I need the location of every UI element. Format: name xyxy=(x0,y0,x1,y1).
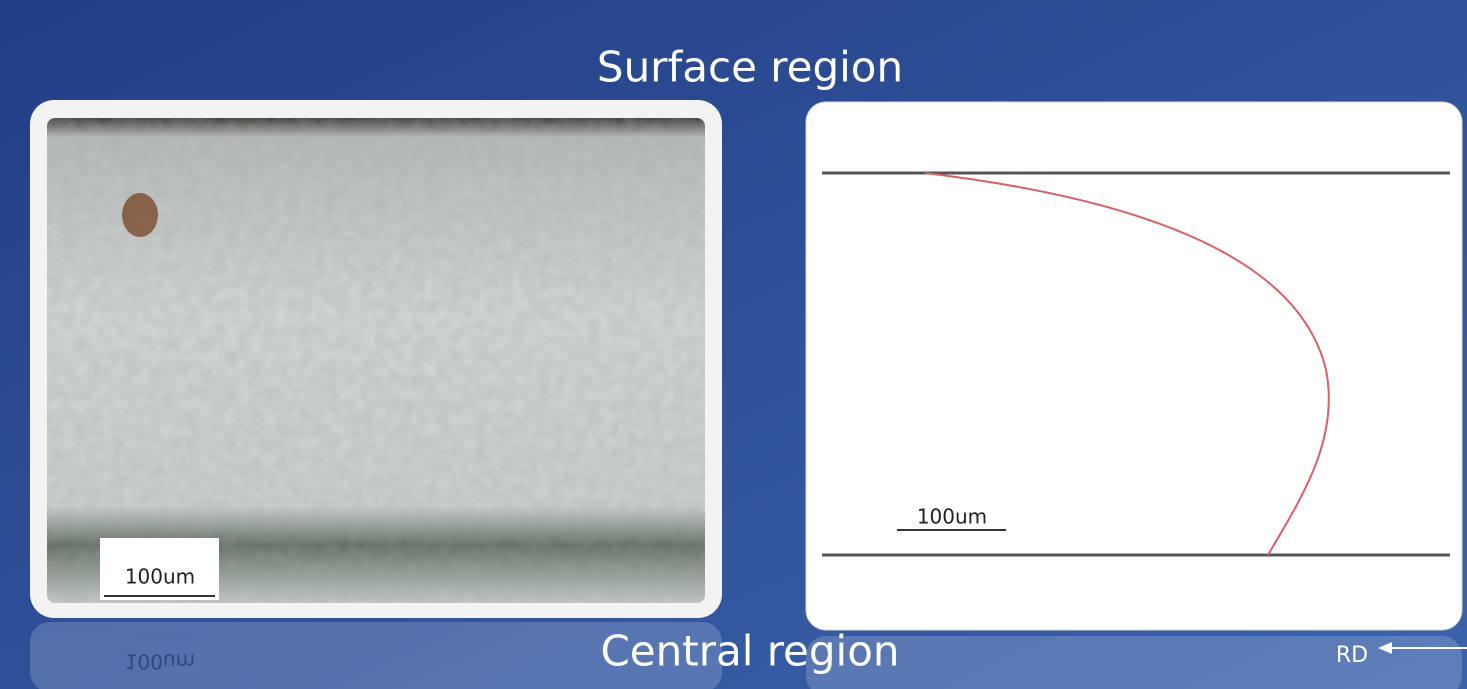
title: Surface region xyxy=(597,43,903,92)
scale-label-reflection: 100um xyxy=(125,650,195,674)
footer: Central region xyxy=(600,627,899,676)
direction-label: RD xyxy=(1336,643,1368,668)
slide: Surface region 100um 100um 100um Central… xyxy=(0,0,1467,689)
rust-spot xyxy=(122,193,158,237)
micrograph-texture xyxy=(47,118,705,603)
diagram-frame xyxy=(806,102,1462,630)
scale-label: 100um xyxy=(917,505,987,529)
scale-label: 100um xyxy=(125,565,195,589)
